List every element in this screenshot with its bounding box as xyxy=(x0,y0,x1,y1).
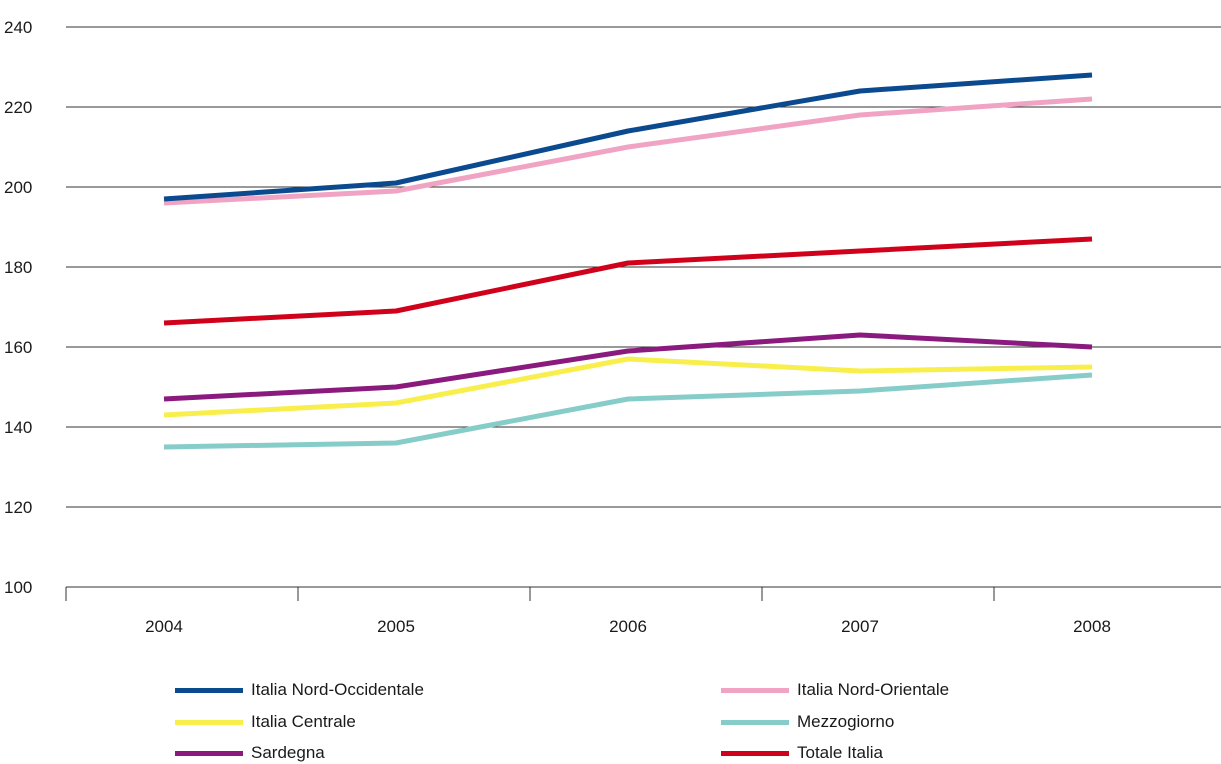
series-line xyxy=(163,332,1093,402)
x-tick-label: 2008 xyxy=(1073,617,1111,636)
x-axis: 2004 2005 2006 2007 2008 xyxy=(65,586,1221,636)
y-tick-label: 100 xyxy=(4,578,32,597)
y-tick-label: 220 xyxy=(4,98,32,117)
y-tick-label: 180 xyxy=(4,258,32,277)
y-tick-label: 160 xyxy=(4,338,32,357)
x-tick-label: 2006 xyxy=(609,617,647,636)
y-axis-tick-labels: 100 120 140 160 180 200 220 240 xyxy=(4,18,32,597)
series-line xyxy=(163,372,1093,450)
series-line xyxy=(163,96,1093,206)
series-line xyxy=(163,72,1093,202)
series-line xyxy=(163,236,1093,326)
x-tick-label: 2004 xyxy=(145,617,183,636)
x-tick-label: 2007 xyxy=(841,617,879,636)
y-tick-label: 140 xyxy=(4,418,32,437)
series-line xyxy=(163,356,1093,418)
x-tick-label: 2005 xyxy=(377,617,415,636)
y-tick-label: 120 xyxy=(4,498,32,517)
y-tick-label: 200 xyxy=(4,178,32,197)
y-tick-label: 240 xyxy=(4,18,32,37)
series-lines xyxy=(163,72,1093,450)
gridlines xyxy=(66,26,1221,508)
